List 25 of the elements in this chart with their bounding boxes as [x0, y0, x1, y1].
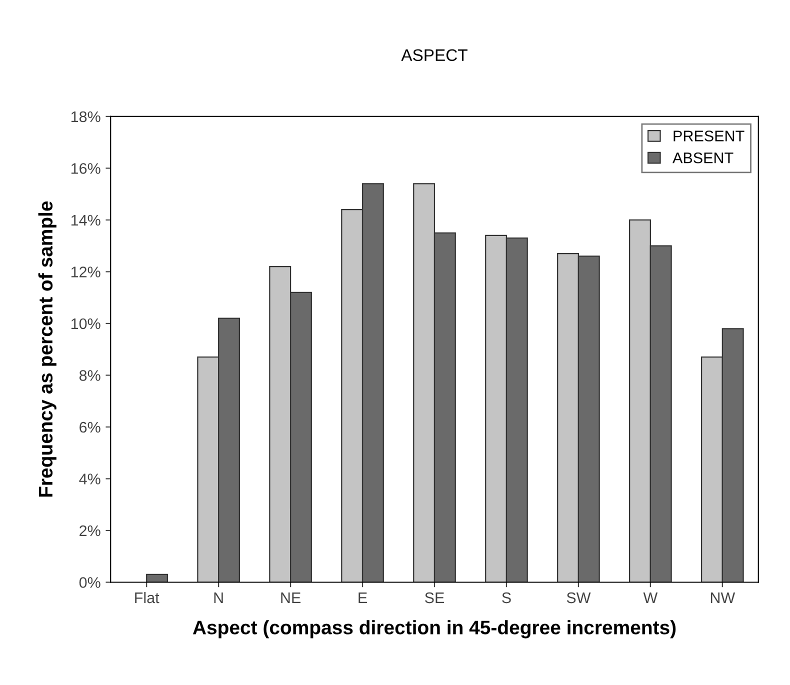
x-tick-label: Flat	[135, 592, 160, 604]
chart-title: ASPECT	[401, 49, 468, 62]
x-tick-label: SE	[425, 592, 444, 604]
x-tick-label: W	[643, 592, 658, 604]
y-tick-label: 4%	[79, 474, 100, 484]
x-tick-label: E	[358, 592, 367, 604]
legend-label: ABSENT	[672, 152, 734, 164]
x-tick-label: SW	[566, 592, 591, 604]
y-tick-label: 2%	[80, 525, 100, 536]
x-tick-label: N	[214, 592, 223, 604]
y-tick-label: 10%	[71, 318, 100, 330]
x-tick-label: S	[502, 592, 511, 604]
y-tick-label: 16%	[71, 163, 100, 174]
y-tick-label: 14%	[71, 214, 100, 226]
legend-label: PRESENT	[674, 130, 744, 142]
y-axis-title: Frequency as percent of sample	[38, 201, 56, 497]
x-tick-label: NE	[281, 592, 300, 604]
y-tick-label: 18%	[71, 111, 100, 122]
x-tick-label: NW	[710, 592, 736, 604]
x-axis-title: Aspect (compass direction in 45-degree increments)	[192, 620, 676, 638]
y-tick-label: 12%	[71, 266, 100, 278]
y-tick-label: 6%	[80, 422, 100, 433]
bar	[146, 574, 168, 582]
y-tick-label: 0%	[79, 577, 100, 588]
y-tick-label: 8%	[79, 370, 100, 381]
